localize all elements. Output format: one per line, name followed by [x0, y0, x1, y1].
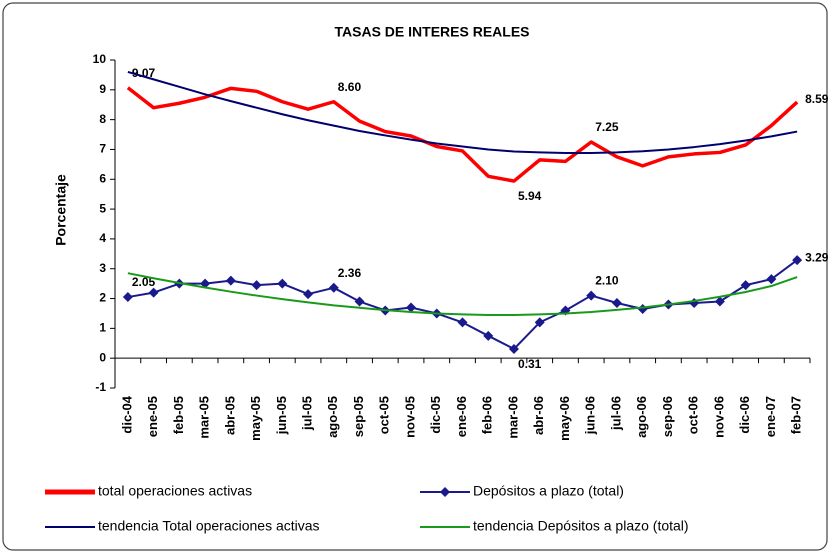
x-tick-label: abr-06 — [531, 396, 546, 435]
x-tick-label: mar-05 — [197, 396, 212, 439]
series-line — [127, 272, 798, 316]
marker — [586, 290, 597, 301]
x-tick-label: feb-05 — [171, 396, 186, 434]
chart-title: TASAS DE INTERES REALES — [335, 24, 530, 40]
data-label: 9.07 — [132, 66, 156, 80]
y-tick-label: 7 — [99, 142, 106, 156]
x-tick-label: jul-05 — [299, 396, 314, 431]
marker — [740, 280, 751, 291]
marker — [354, 296, 365, 307]
y-axis-label: Porcentaje — [53, 174, 69, 246]
series-line — [127, 70, 798, 155]
y-tick-label: 5 — [99, 201, 106, 215]
x-tick-label: abr-05 — [222, 396, 237, 435]
series-line — [126, 86, 799, 183]
legend-marker — [440, 487, 450, 497]
y-tick-label: 8 — [99, 112, 106, 126]
data-label: 3.29 — [805, 250, 829, 264]
marker — [714, 296, 725, 307]
legend-label: tendencia Depósitos a plazo (total) — [473, 518, 689, 534]
x-tick-label: dic-04 — [119, 395, 134, 433]
legend-label: total operaciones activas — [98, 483, 252, 499]
marker — [611, 298, 622, 309]
y-tick-label: 1 — [99, 321, 106, 335]
x-tick-label: ago-05 — [325, 396, 340, 438]
x-tick-label: ago-06 — [634, 396, 649, 438]
data-label: 8.60 — [338, 80, 362, 94]
x-tick-label: may-05 — [248, 396, 263, 441]
marker — [122, 292, 133, 303]
x-tick-label: may-06 — [557, 396, 572, 441]
x-tick-label: jul-06 — [608, 396, 623, 431]
x-tick-label: feb-06 — [480, 396, 495, 434]
marker — [508, 343, 519, 354]
data-label: 2.10 — [595, 274, 619, 288]
data-label: 0.31 — [518, 357, 542, 371]
y-tick-label: -1 — [95, 380, 106, 394]
x-tick-label: ene-05 — [145, 396, 160, 437]
marker — [534, 317, 545, 328]
y-tick-label: 0 — [99, 350, 106, 364]
marker — [792, 255, 803, 266]
data-label: 2.36 — [338, 266, 362, 280]
x-tick-label: sep-05 — [351, 396, 366, 437]
marker — [303, 289, 314, 300]
x-tick-label: nov-06 — [711, 396, 726, 438]
x-tick-label: oct-06 — [686, 396, 701, 434]
y-tick-label: 2 — [99, 291, 106, 305]
x-tick-label: sep-06 — [660, 396, 675, 437]
x-tick-label: jun-05 — [274, 396, 289, 435]
x-tick-label: mar-06 — [505, 396, 520, 439]
data-label: 7.25 — [595, 120, 619, 134]
x-tick-label: jun-06 — [583, 396, 598, 435]
x-tick-label: nov-05 — [402, 396, 417, 438]
y-tick-label: 4 — [99, 231, 106, 245]
x-tick-label: ene-07 — [763, 396, 778, 437]
marker — [251, 280, 262, 291]
legend-label: Depósitos a plazo (total) — [473, 483, 624, 499]
marker — [225, 275, 236, 286]
y-tick-label: 9 — [99, 82, 106, 96]
y-tick-label: 6 — [99, 171, 106, 185]
marker — [457, 317, 468, 328]
marker — [766, 274, 777, 285]
marker — [148, 287, 159, 298]
data-label: 8.59 — [805, 92, 829, 106]
x-tick-label: dic-06 — [737, 396, 752, 434]
x-tick-label: feb-07 — [789, 396, 804, 434]
marker — [277, 278, 288, 289]
y-tick-label: 10 — [93, 52, 107, 66]
data-label: 5.94 — [518, 189, 542, 203]
data-label: 2.05 — [132, 275, 156, 289]
x-tick-label: dic-05 — [428, 396, 443, 434]
legend-label: tendencia Total operaciones activas — [98, 518, 320, 534]
marker — [328, 282, 339, 293]
y-tick-label: 3 — [99, 261, 106, 275]
x-tick-label: ene-06 — [454, 396, 469, 437]
x-tick-label: oct-05 — [377, 396, 392, 434]
marker — [483, 330, 494, 341]
marker — [406, 302, 417, 313]
